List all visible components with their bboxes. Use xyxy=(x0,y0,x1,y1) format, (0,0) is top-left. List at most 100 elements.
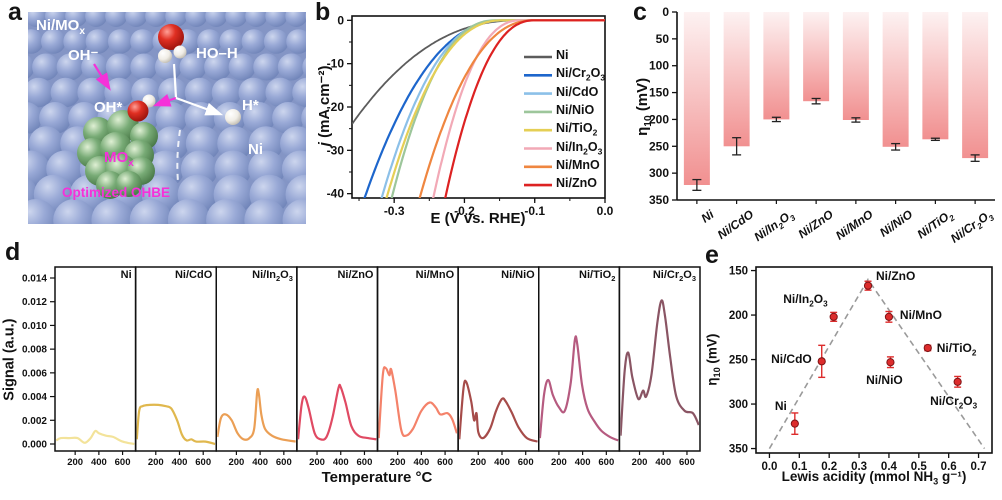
y-axis-label: j (mA cm⁻²) xyxy=(316,65,334,147)
substrate-atom xyxy=(248,126,284,161)
panel-b-letter: b xyxy=(315,0,331,26)
x-tick-label: 200 xyxy=(309,457,325,468)
oh-star-label: OH* xyxy=(94,99,123,116)
panel-a-illustration: Ni/MOx OH⁻ OH* HO–H H* Ni MOx Optimized OHBE xyxy=(28,12,306,224)
y-tick-label: 200 xyxy=(649,112,669,126)
substrate-atom xyxy=(241,29,267,54)
subpanel-title-2: Ni/In2O3 xyxy=(252,269,293,284)
x-tick-label: 600 xyxy=(518,457,534,468)
point-Ni/ZnO xyxy=(863,281,873,290)
substrate-atom xyxy=(125,12,148,27)
hydrogen-atom xyxy=(158,49,172,63)
x-tick-label: 400 xyxy=(655,457,671,468)
oh-branch-arrow xyxy=(152,94,177,107)
legend-label-5: Ni/In2O3 xyxy=(556,139,603,156)
substrate-atom xyxy=(32,53,60,81)
x-tick-label: 600 xyxy=(195,457,211,468)
x-tick-label: 200 xyxy=(390,457,406,468)
subpanel-frame-Ni/ZnO xyxy=(296,266,379,452)
oxygen-atom xyxy=(127,100,149,122)
panel-d-canvas: 0.000 0.002 0.004 0.006 0.008 0.010 0.012 0.014… xyxy=(22,266,701,468)
substrate-atom xyxy=(179,53,207,81)
x-tick-label: 400 xyxy=(494,457,510,468)
bar-Ni/CdO xyxy=(723,12,750,147)
x-tick-label: 0.0 xyxy=(761,461,777,473)
y-tick-label: 150 xyxy=(649,86,669,100)
x-tick-label: 600 xyxy=(437,457,453,468)
x-tick-label: 0.3 xyxy=(851,461,867,473)
y-axis-label: Signal (a.u.) xyxy=(1,318,18,401)
y-tick-label: 0.002 xyxy=(22,416,47,427)
ohbe-caption: Optimized OHBE xyxy=(62,185,171,200)
substrate-atom xyxy=(282,199,306,224)
legend-label-6: Ni/MnO xyxy=(556,157,600,172)
legend-label-2: Ni/CdO xyxy=(556,84,599,99)
substrate-atom xyxy=(302,57,306,77)
substrate-atom xyxy=(244,199,287,224)
adsorbed-h-atom xyxy=(225,109,241,125)
panel-a-title: Ni/MOx xyxy=(36,17,86,37)
substrate-atom xyxy=(50,77,81,108)
x-tick-label: 600 xyxy=(679,457,695,468)
substrate-atom xyxy=(107,29,133,54)
substrate-atom xyxy=(45,12,67,27)
y-tick-label: 0.000 xyxy=(22,440,47,451)
substrate-atom xyxy=(211,77,242,108)
y-tick-label: 150 xyxy=(729,266,748,278)
x-tick-label: 400 xyxy=(575,457,591,468)
substrate-atom xyxy=(228,53,256,81)
point-Ni/MnO xyxy=(884,312,894,321)
y-tick-label: 300 xyxy=(649,166,669,180)
point-label-Ni/MnO: Ni/MnO xyxy=(899,307,942,322)
x-tick-label: -0.1 xyxy=(524,204,545,218)
x-tick-label: 200 xyxy=(228,457,244,468)
y-tick-label: 0.014 xyxy=(22,274,47,285)
x-tick-label: 600 xyxy=(115,457,131,468)
substrate-atom xyxy=(130,29,155,54)
substrate-atom xyxy=(85,29,111,54)
y-tick-label: 250 xyxy=(649,139,669,153)
subpanel-title-0: Ni xyxy=(120,269,132,281)
substrate-atom xyxy=(91,199,134,224)
substrate-atom xyxy=(65,12,88,27)
x-tick-label: 0.7 xyxy=(971,461,987,473)
y-tick-label: 0 xyxy=(662,5,669,19)
x-tick-label: 400 xyxy=(333,457,349,468)
x-tick-label: 400 xyxy=(413,457,429,468)
substrate-atom xyxy=(105,12,128,27)
point-label-Ni: Ni xyxy=(774,398,787,413)
substrate-atom xyxy=(225,12,248,27)
substrate-atom xyxy=(263,29,289,54)
tpd-curve-Ni/ZnO xyxy=(297,383,377,441)
subpanel-title-5: Ni/NiO xyxy=(501,269,535,281)
substrate-atom xyxy=(155,102,188,134)
panel-e-letter: e xyxy=(705,241,719,269)
point-label-Ni/Cr2O3: Ni/Cr2O3 xyxy=(930,393,978,411)
panel-b-lsv-chart: -0.3 -0.2 -0.1 0.0 0 -10 -20 -30 -40 Ni Ni/Cr2O3 Ni… xyxy=(312,2,632,234)
subpanel-title-4: Ni/MnO xyxy=(415,269,455,281)
x-tick-label: -0.3 xyxy=(384,204,405,218)
panel-c-canvas: 0 50 100 150 200 250 300 350 xyxy=(649,5,995,207)
x-tick-label: 600 xyxy=(276,457,292,468)
bar-Ni/MnO xyxy=(842,12,869,120)
subpanel-frame-Ni/NiO xyxy=(457,266,540,452)
substrate-atom xyxy=(28,102,42,134)
substrate-atom xyxy=(85,12,108,27)
point-label-Ni/NiO: Ni/NiO xyxy=(866,373,903,388)
substrate-atom xyxy=(41,29,66,54)
tpd-curve-Ni/MnO xyxy=(378,366,458,439)
y-tick-label: -40 xyxy=(327,187,345,201)
y-tick-label: 300 xyxy=(729,399,748,411)
tpd-curve-Ni xyxy=(56,429,135,446)
tpd-curve-Ni/In2O3 xyxy=(217,387,296,443)
bar-Ni/ZnO xyxy=(803,12,830,102)
h-branch-arrow xyxy=(175,96,224,116)
substrate-atom xyxy=(285,12,306,27)
y-tick-label: -30 xyxy=(327,143,345,157)
x-axis-label: Lewis acidity (mmol NH3 g⁻¹) xyxy=(781,469,967,487)
panel-a-canvas xyxy=(28,12,306,224)
substrate-atom xyxy=(277,53,305,81)
point-Ni/In2O3 xyxy=(829,312,838,321)
water-split-line xyxy=(172,63,178,99)
mox-cluster-atom xyxy=(96,171,124,199)
